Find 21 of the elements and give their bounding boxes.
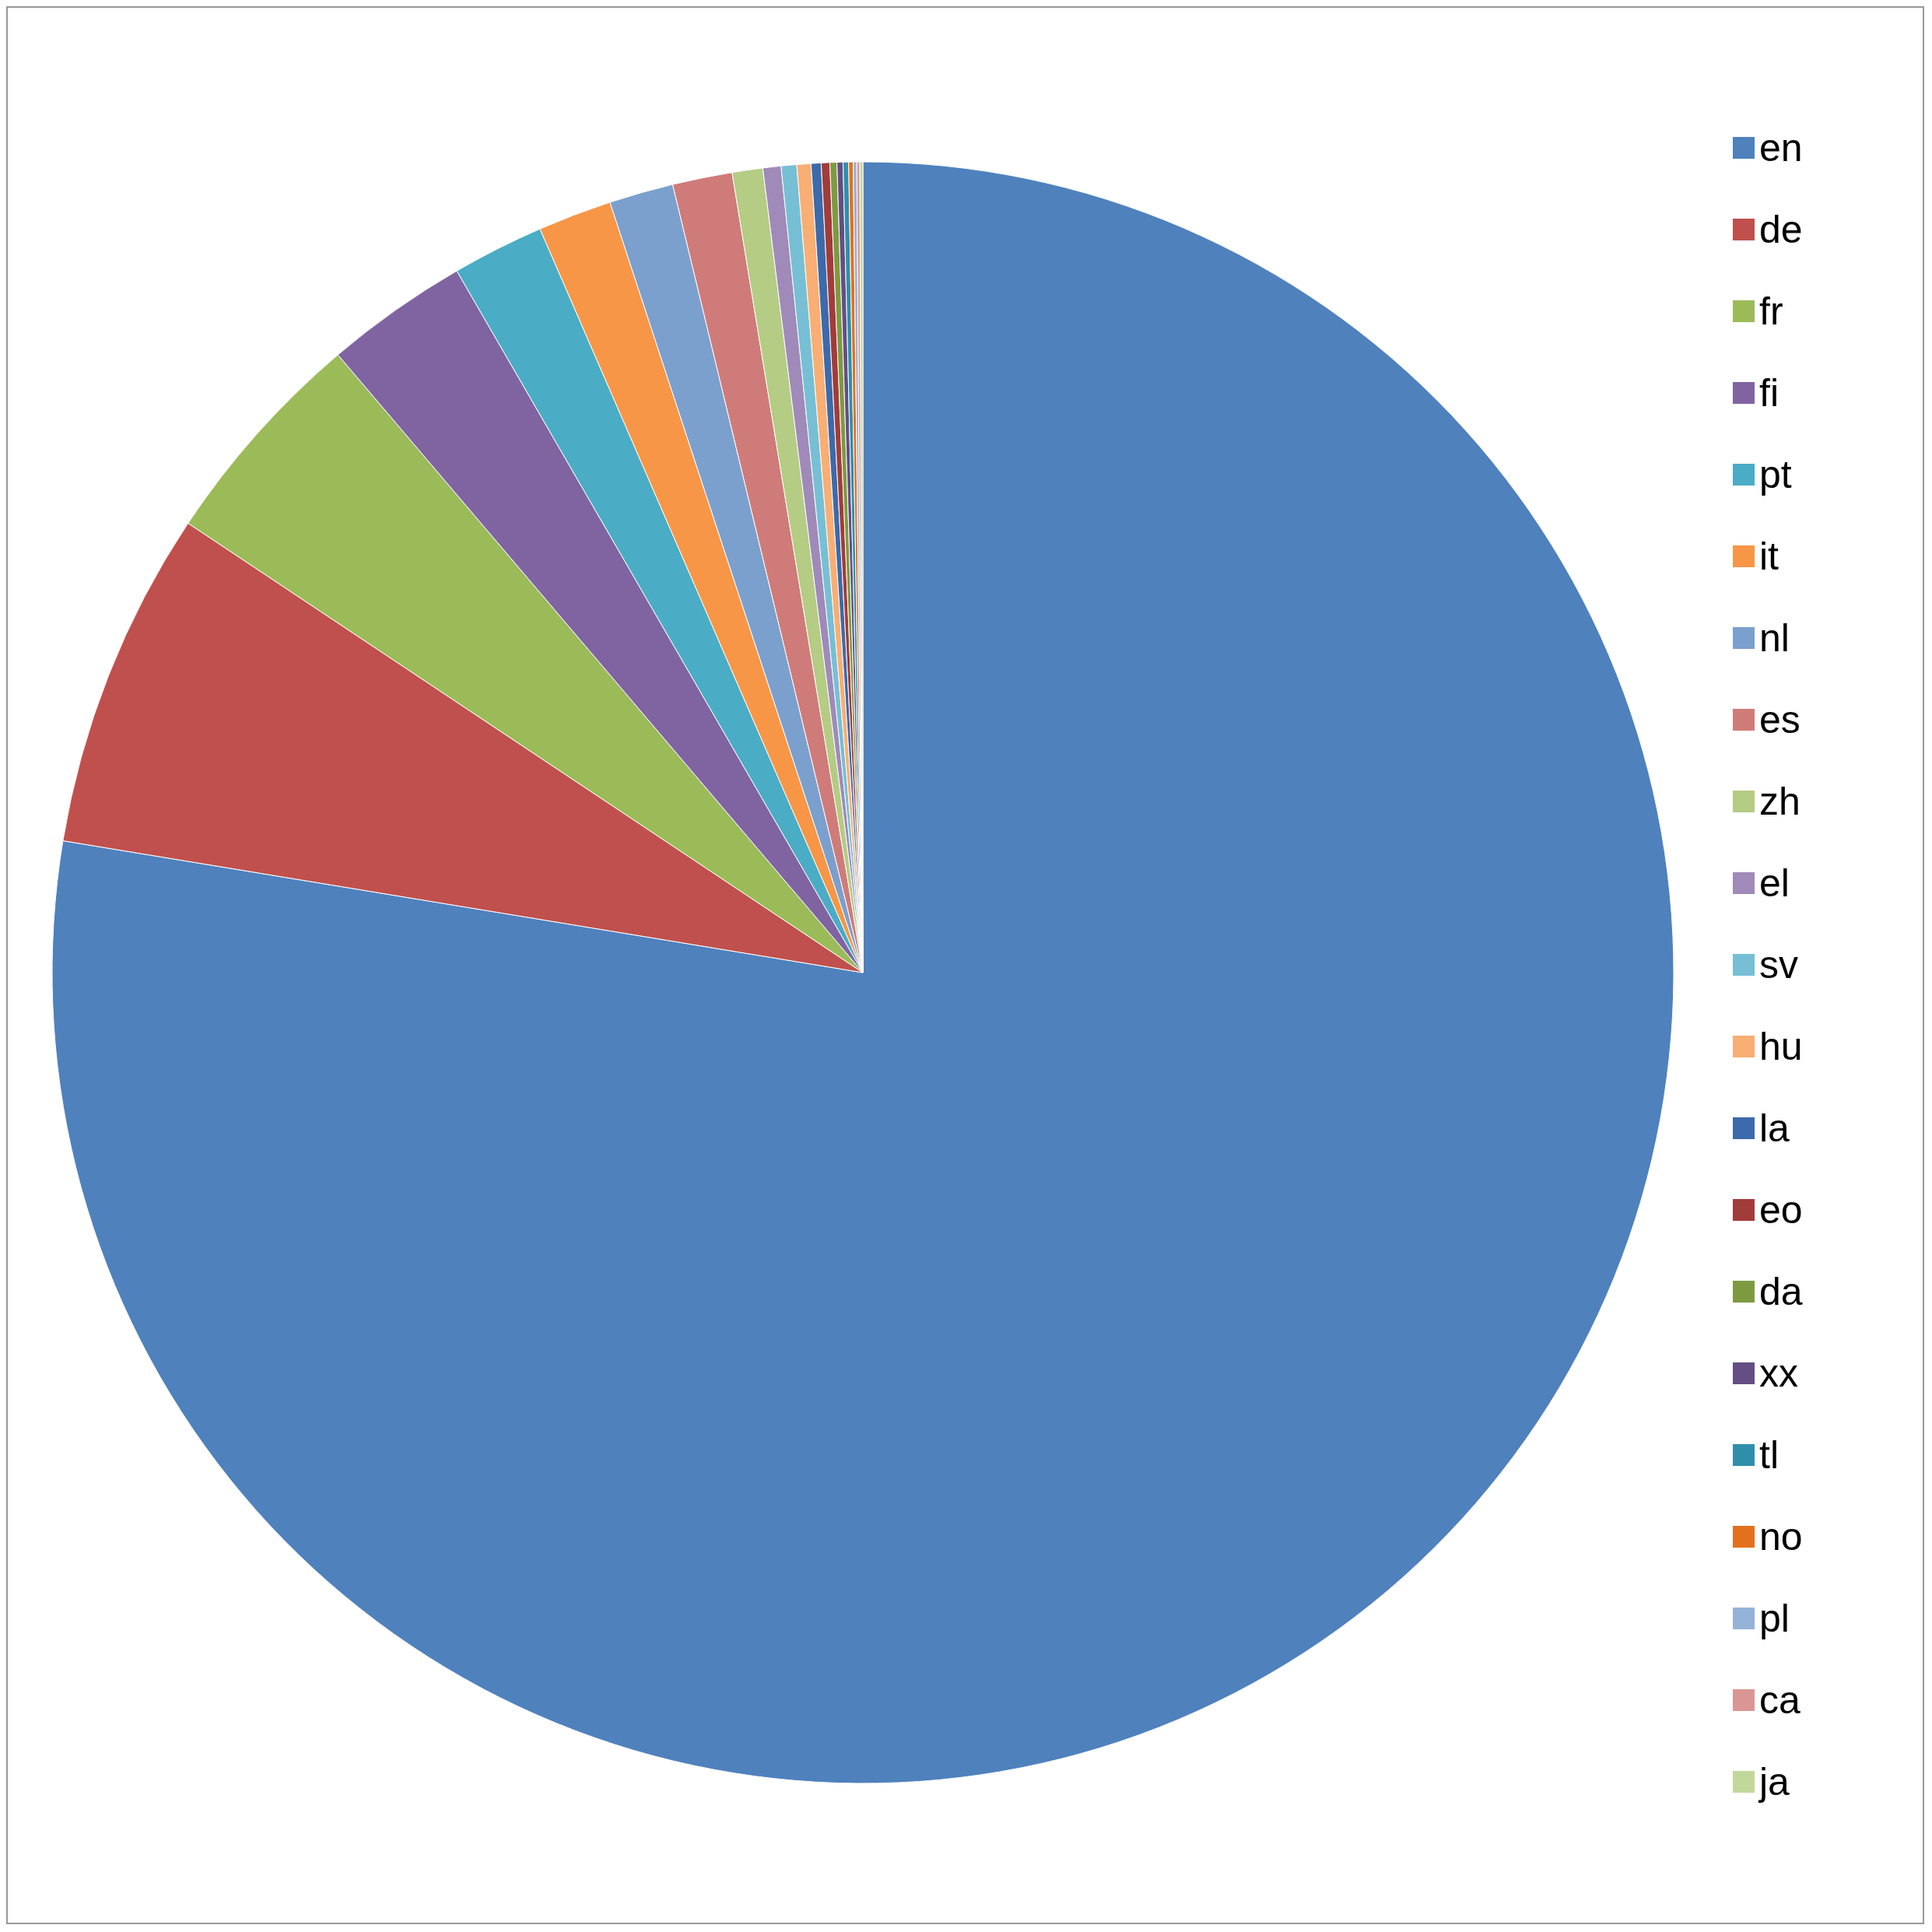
legend-label: eo	[1759, 1188, 1803, 1232]
legend-label: la	[1759, 1106, 1790, 1150]
legend-label: hu	[1759, 1025, 1803, 1068]
legend-label: ja	[1758, 1760, 1790, 1804]
legend-label: de	[1759, 208, 1803, 251]
legend-label: no	[1759, 1515, 1803, 1559]
legend-label: it	[1759, 535, 1779, 578]
legend-label: sv	[1759, 943, 1798, 987]
legend-label: es	[1759, 698, 1801, 742]
legend-label: el	[1759, 861, 1790, 905]
legend-label: tl	[1759, 1433, 1779, 1477]
legend-label: da	[1759, 1270, 1803, 1313]
legend-label: pt	[1759, 453, 1792, 496]
legend-label: pl	[1759, 1597, 1790, 1640]
legend-label: zh	[1759, 780, 1801, 823]
legend-label: ca	[1759, 1678, 1801, 1722]
legend-label: fr	[1759, 289, 1783, 333]
legend-label: en	[1759, 126, 1803, 170]
legend-label: xx	[1759, 1352, 1798, 1395]
legend-label: fi	[1759, 371, 1779, 415]
legend-label: nl	[1759, 616, 1790, 660]
